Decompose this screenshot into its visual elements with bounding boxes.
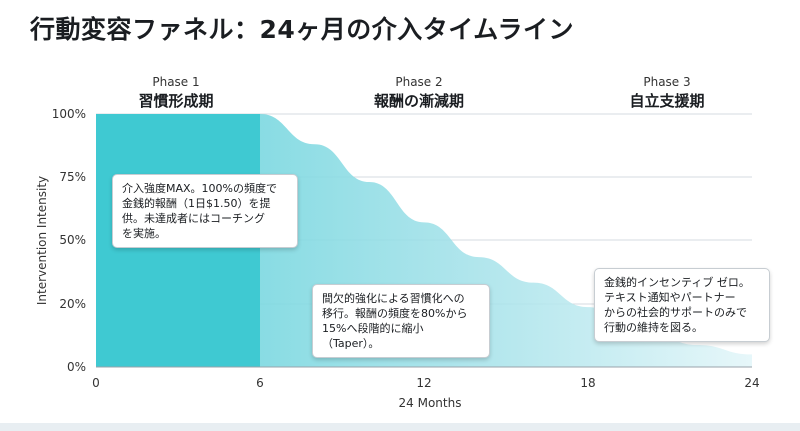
x-tick-label: 18 [580, 376, 595, 390]
phase-label: Phase 1 [152, 75, 199, 89]
annotation-line: 移行。報酬の頻度を80%から [322, 307, 468, 320]
annotation-line: からの社会的サポートのみで [604, 306, 747, 319]
y-axis-label: Intervention Intensity [35, 176, 49, 305]
phase-name: 報酬の漸減期 [374, 92, 464, 110]
phase-name: 習慣形成期 [138, 92, 213, 110]
y-tick-label: 0% [67, 360, 86, 374]
x-tick-label: 0 [92, 376, 100, 390]
y-tick-label: 50% [59, 233, 86, 247]
y-tick-label: 75% [59, 170, 86, 184]
page-title: 行動変容ファネル：24ヶ月の介入タイムライン [30, 15, 575, 44]
annotation-line: 15%へ段階的に縮小（Taper）。 [322, 322, 424, 350]
annotation-phase2: 間欠的強化による習慣化への 移行。報酬の頻度を80%から 15%へ段階的に縮小（… [312, 284, 490, 358]
x-tick-label: 6 [256, 376, 264, 390]
annotation-line: 間欠的強化による習慣化への [322, 292, 465, 305]
x-tick-label: 12 [416, 376, 431, 390]
annotation-line: を実施。 [122, 227, 166, 240]
annotation-line: 介入強度MAX。100%の頻度で [122, 182, 277, 195]
annotation-line: 金銭的報酬（1日$1.50）を提 [122, 197, 271, 210]
annotation-phase1: 介入強度MAX。100%の頻度で 金銭的報酬（1日$1.50）を提 供。未達成者… [112, 174, 298, 248]
annotation-line: 供。未達成者にはコーチング [122, 212, 265, 225]
y-tick-label: 100% [52, 107, 86, 121]
annotation-line: テキスト通知やパートナー [604, 291, 736, 304]
bottom-band [0, 423, 800, 431]
annotation-phase3: 金銭的インセンティブ ゼロ。 テキスト通知やパートナー からの社会的サポートのみ… [594, 268, 770, 342]
y-tick-label: 20% [59, 297, 86, 311]
annotation-line: 金銭的インセンティブ ゼロ。 [604, 276, 750, 289]
x-axis-label: 24 Months [399, 396, 462, 410]
annotation-line: 行動の維持を図る。 [604, 321, 703, 334]
x-tick-label: 24 [744, 376, 759, 390]
phase-name: 自立支援期 [629, 92, 704, 110]
phase-label: Phase 2 [395, 75, 442, 89]
phase-label: Phase 3 [643, 75, 690, 89]
